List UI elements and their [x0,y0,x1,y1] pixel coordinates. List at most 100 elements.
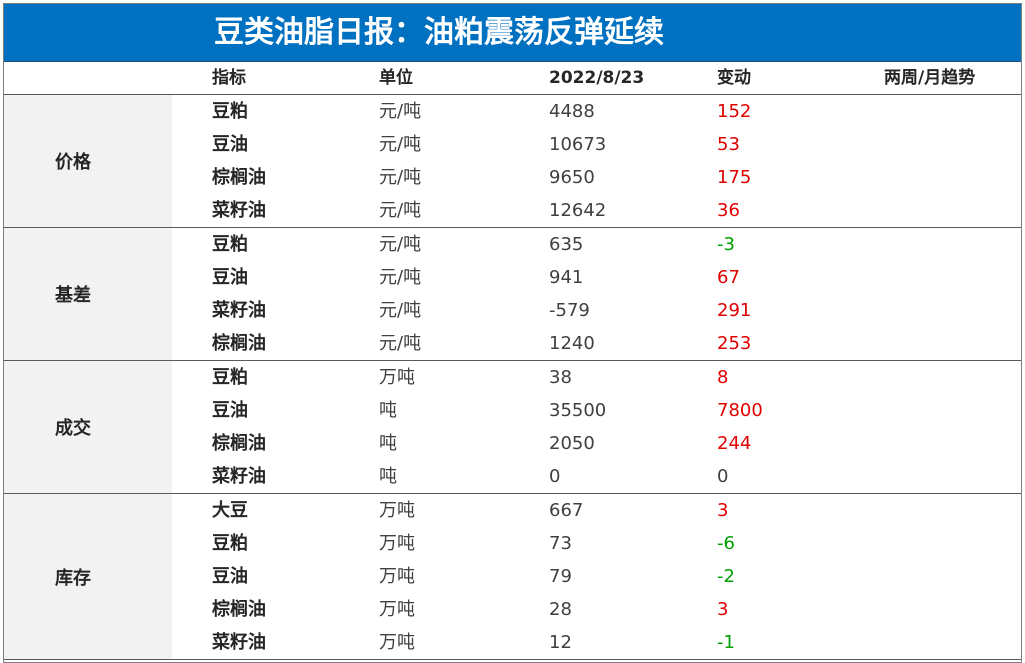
table-row: 菜籽油 吨 0 0 [4,460,1021,493]
table-group: 成交 豆粕 万吨 38 8 豆油吨 35500 7800 棕榈油吨 2050 244 菜籽油吨 0 0 [4,361,1021,494]
value-cell: 2050 [549,433,595,454]
group-label: 基差 [4,228,172,360]
unit-cell: 万吨 [379,533,415,554]
change-cell: -2 [717,566,735,587]
header-unit: 单位 [379,68,413,88]
table-row: 豆油 元/吨 941 67 [4,261,1021,294]
indicator-cell: 棕榈油 [212,167,266,188]
table-row: 豆油 万吨 79 -2 [4,560,1021,593]
indicator-cell: 菜籽油 [212,632,266,653]
change-cell: 253 [717,333,752,354]
change-cell: 0 [717,466,729,487]
indicator-cell: 豆油 [212,267,248,288]
table-row: 豆油 吨 35500 7800 [4,394,1021,427]
header-indicator: 指标 [212,68,246,88]
value-cell: 38 [549,367,572,388]
value-cell: 635 [549,234,584,255]
value-cell: 79 [549,566,572,587]
value-cell: 4488 [549,101,595,122]
table-row: 豆粕 万吨 38 8 [4,361,1021,394]
table-header: 指标 单位 2022/8/23 变动 两周/月趋势 [4,62,1021,95]
group-label: 价格 [4,95,172,227]
table-row: 棕榈油 吨 2050 244 [4,427,1021,460]
unit-cell: 元/吨 [379,300,422,321]
unit-cell: 元/吨 [379,134,422,155]
table-row: 豆粕 元/吨 4488 152 [4,95,1021,128]
report-table: 豆类油脂日报：油粕震荡反弹延续 指标 单位 2022/8/23 变动 两周/月趋… [3,3,1022,663]
indicator-cell: 豆粕 [212,533,248,554]
indicator-cell: 大豆 [212,500,248,521]
unit-cell: 元/吨 [379,234,422,255]
unit-cell: 吨 [379,466,397,487]
unit-cell: 元/吨 [379,167,422,188]
header-change: 变动 [717,68,751,88]
table-row: 菜籽油 元/吨 12642 36 [4,194,1021,227]
value-cell: 12642 [549,200,607,221]
table-row: 棕榈油 万吨 28 3 [4,593,1021,626]
value-cell: 73 [549,533,572,554]
unit-cell: 万吨 [379,500,415,521]
indicator-cell: 菜籽油 [212,466,266,487]
indicator-cell: 菜籽油 [212,200,266,221]
change-cell: 7800 [717,400,763,421]
unit-cell: 元/吨 [379,101,422,122]
indicator-cell: 豆油 [212,566,248,587]
change-cell: 244 [717,433,752,454]
unit-cell: 万吨 [379,632,415,653]
value-cell: 9650 [549,167,595,188]
group-label: 库存 [4,494,172,659]
change-cell: -6 [717,533,735,554]
table-row: 豆粕 元/吨 635 -3 [4,228,1021,261]
change-cell: 175 [717,167,752,188]
unit-cell: 万吨 [379,599,415,620]
indicator-cell: 棕榈油 [212,433,266,454]
value-cell: 0 [549,466,561,487]
change-cell: 36 [717,200,740,221]
header-trend: 两周/月趋势 [884,68,976,88]
table-row: 大豆 万吨 667 3 [4,494,1021,527]
indicator-cell: 豆粕 [212,367,248,388]
change-cell: 291 [717,300,752,321]
value-cell: 12 [549,632,572,653]
change-cell: 152 [717,101,752,122]
table-row: 菜籽油 万吨 12 -1 [4,626,1021,659]
change-cell: 67 [717,267,740,288]
change-cell: 3 [717,500,729,521]
value-cell: 1240 [549,333,595,354]
table-row: 菜籽油 元/吨 -579 291 [4,294,1021,327]
unit-cell: 吨 [379,433,397,454]
unit-cell: 万吨 [379,367,415,388]
change-cell: 3 [717,599,729,620]
value-cell: 10673 [549,134,607,155]
indicator-cell: 豆粕 [212,101,248,122]
value-cell: -579 [549,300,590,321]
change-cell: 8 [717,367,729,388]
header-date: 2022/8/23 [549,68,645,88]
group-label: 成交 [4,361,172,493]
indicator-cell: 豆油 [212,400,248,421]
value-cell: 941 [549,267,584,288]
table-row: 豆粕 万吨 73 -6 [4,527,1021,560]
value-cell: 28 [549,599,572,620]
unit-cell: 元/吨 [379,267,422,288]
report-title: 豆类油脂日报：油粕震荡反弹延续 [4,4,1021,62]
table-group: 库存 大豆 万吨 667 3 豆粕 万吨 73 -6 豆油 万吨 79 -2 棕榈油 万吨 28 3 菜籽油 万吨 1… [4,494,1021,660]
table-group: 价格 豆粕 元/吨 4488 152 豆油 元/吨 10673 53 棕榈油 元/吨 9650 175 菜… [4,95,1021,228]
indicator-cell: 菜籽油 [212,300,266,321]
table-row: 豆油 元/吨 10673 53 [4,128,1021,161]
indicator-cell: 棕榈油 [212,333,266,354]
unit-cell: 元/吨 [379,200,422,221]
indicator-cell: 豆粕 [212,234,248,255]
unit-cell: 吨 [379,400,397,421]
indicator-cell: 棕榈油 [212,599,266,620]
change-cell: -3 [717,234,735,255]
table-row: 棕榈油 元/吨 9650 175 [4,161,1021,194]
table-group: 基差 豆粕 元/吨 635 -3 豆油 元/吨 941 67 菜籽油 元/吨 -579 291 棕榈油 元/… [4,228,1021,361]
change-cell: 53 [717,134,740,155]
change-cell: -1 [717,632,735,653]
value-cell: 667 [549,500,584,521]
table-row: 棕榈油 元/吨 1240 253 [4,327,1021,360]
unit-cell: 元/吨 [379,333,422,354]
indicator-cell: 豆油 [212,134,248,155]
value-cell: 35500 [549,400,607,421]
